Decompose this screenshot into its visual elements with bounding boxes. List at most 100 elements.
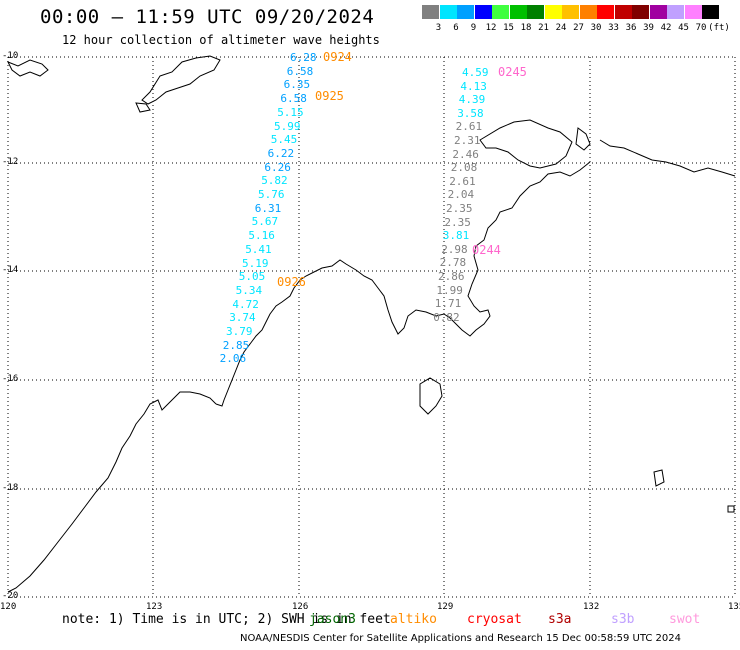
track-value: 5.99 <box>274 119 301 133</box>
track-value: 2.78 <box>439 256 467 270</box>
track-value: 1.71 <box>434 297 462 311</box>
track-value: 6.22 <box>267 146 295 160</box>
legend-swatch <box>667 5 684 19</box>
legend-swatch <box>702 5 719 19</box>
track-time-label: 0926 <box>277 275 306 289</box>
track-value: 2.46 <box>452 147 479 161</box>
legend-label: 39 <box>643 23 654 33</box>
legend-label: 21 <box>538 23 549 33</box>
longitude-label: 129 <box>437 602 454 612</box>
track-value: 6.35 <box>283 78 311 92</box>
latitude-label: -14 <box>2 265 19 275</box>
satellite-label: s3a <box>548 612 572 627</box>
latitude-label: -12 <box>2 157 19 167</box>
legend-label: 6 <box>453 23 459 33</box>
legend-swatch <box>457 5 474 19</box>
track-value: 3.81 <box>442 229 470 243</box>
track-value: 2.61 <box>455 120 483 134</box>
legend-swatch <box>544 5 562 19</box>
credit-line: NOAA/NESDIS Center for Satellite Applica… <box>240 633 682 644</box>
coastline <box>6 55 736 593</box>
track-value: 5.34 <box>235 283 263 297</box>
legend-label: 27 <box>573 23 584 33</box>
track-value: 2.85 <box>222 338 250 352</box>
longitude-label: 126 <box>292 602 309 612</box>
track-value: 6.28 <box>290 51 317 64</box>
track-value: 3.79 <box>226 325 253 338</box>
legend-label: 36 <box>625 23 637 33</box>
track-value: 4.72 <box>232 297 259 311</box>
track-value: 0.82 <box>433 310 460 324</box>
legend-label: 12 <box>485 23 497 33</box>
latitude-label: -16 <box>2 374 19 384</box>
legend-swatch <box>579 5 597 19</box>
latitude-label: -10 <box>2 51 19 61</box>
track-value: 2.86 <box>438 270 465 283</box>
track-time-label: 0924 <box>323 50 352 64</box>
legend-swatch <box>649 5 667 19</box>
legend-label: 70 <box>695 23 707 33</box>
track-value: 3.58 <box>457 106 484 120</box>
track-value: 2.61 <box>449 174 476 188</box>
satellite-label: s3b <box>611 612 635 627</box>
legend-swatch <box>562 5 579 19</box>
longitude-label: 135 <box>728 602 740 612</box>
track-value: 6.58 <box>280 92 307 106</box>
legend-label: 30 <box>590 23 602 33</box>
legend-label: 9 <box>470 23 477 33</box>
track-value: 4.13 <box>460 79 487 93</box>
legend-label: 33 <box>608 23 619 33</box>
track-value: 5.82 <box>261 174 288 188</box>
legend-swatch <box>597 5 614 19</box>
satellite-label: cryosat <box>467 612 522 627</box>
legend-swatch <box>509 5 527 19</box>
longitude-label: 123 <box>146 602 163 612</box>
track-value: 5.15 <box>277 105 304 119</box>
track-value: 2.35 <box>446 202 473 215</box>
track-value: 4.39 <box>458 93 486 107</box>
track-time-label: 0244 <box>472 243 501 257</box>
legend-label: 45 <box>678 23 689 33</box>
legend-swatch <box>492 5 509 19</box>
track-value: 3.74 <box>229 311 256 325</box>
track-value: 4.59 <box>462 66 489 79</box>
track-value: 2.31 <box>454 134 481 147</box>
legend-label: 24 <box>555 23 567 33</box>
note-text: note: 1) Time is in UTC; 2) SWH is in fe… <box>62 612 391 627</box>
track-value: 2.04 <box>447 188 475 202</box>
legend-unit: (ft) <box>708 23 730 33</box>
track-value: 2.06 <box>219 352 247 366</box>
legend-swatch <box>632 5 649 19</box>
legend-swatch <box>684 5 702 19</box>
legend-swatch <box>527 5 544 19</box>
track-value: 2.35 <box>444 215 471 229</box>
legend-label: 15 <box>503 23 514 33</box>
longitude-label: 120 <box>0 602 17 612</box>
track-value: 5.67 <box>251 215 279 229</box>
latitude-label: -20 <box>2 591 19 601</box>
track-time-label: 0245 <box>498 65 527 79</box>
track-value: 6.31 <box>254 201 282 215</box>
legend-swatch <box>474 5 492 19</box>
track-value: 5.05 <box>238 270 266 284</box>
track-value: 5.19 <box>242 256 269 270</box>
legend-swatch <box>439 5 457 19</box>
satellite-label: swot <box>669 612 701 627</box>
track-value: 1.99 <box>436 283 463 297</box>
longitude-label: 132 <box>583 602 600 612</box>
graticule <box>7 56 736 598</box>
map-subtitle: 12 hour collection of altimeter wave hei… <box>62 33 380 47</box>
legend-swatch <box>614 5 632 19</box>
track-value: 5.16 <box>248 229 275 243</box>
track-value: 5.41 <box>245 242 272 256</box>
legend-label: 3 <box>435 23 442 33</box>
track-value: 2.98 <box>441 242 468 256</box>
track-value: 2.08 <box>450 161 478 175</box>
track-time-label: 0925 <box>315 89 344 103</box>
track-value: 6.58 <box>286 64 314 78</box>
legend-swatch <box>422 5 439 19</box>
legend-label: 18 <box>520 23 532 33</box>
satellite-label: altiko <box>390 612 437 627</box>
track-value: 6.26 <box>264 160 291 174</box>
track-value: 5.45 <box>270 133 298 147</box>
